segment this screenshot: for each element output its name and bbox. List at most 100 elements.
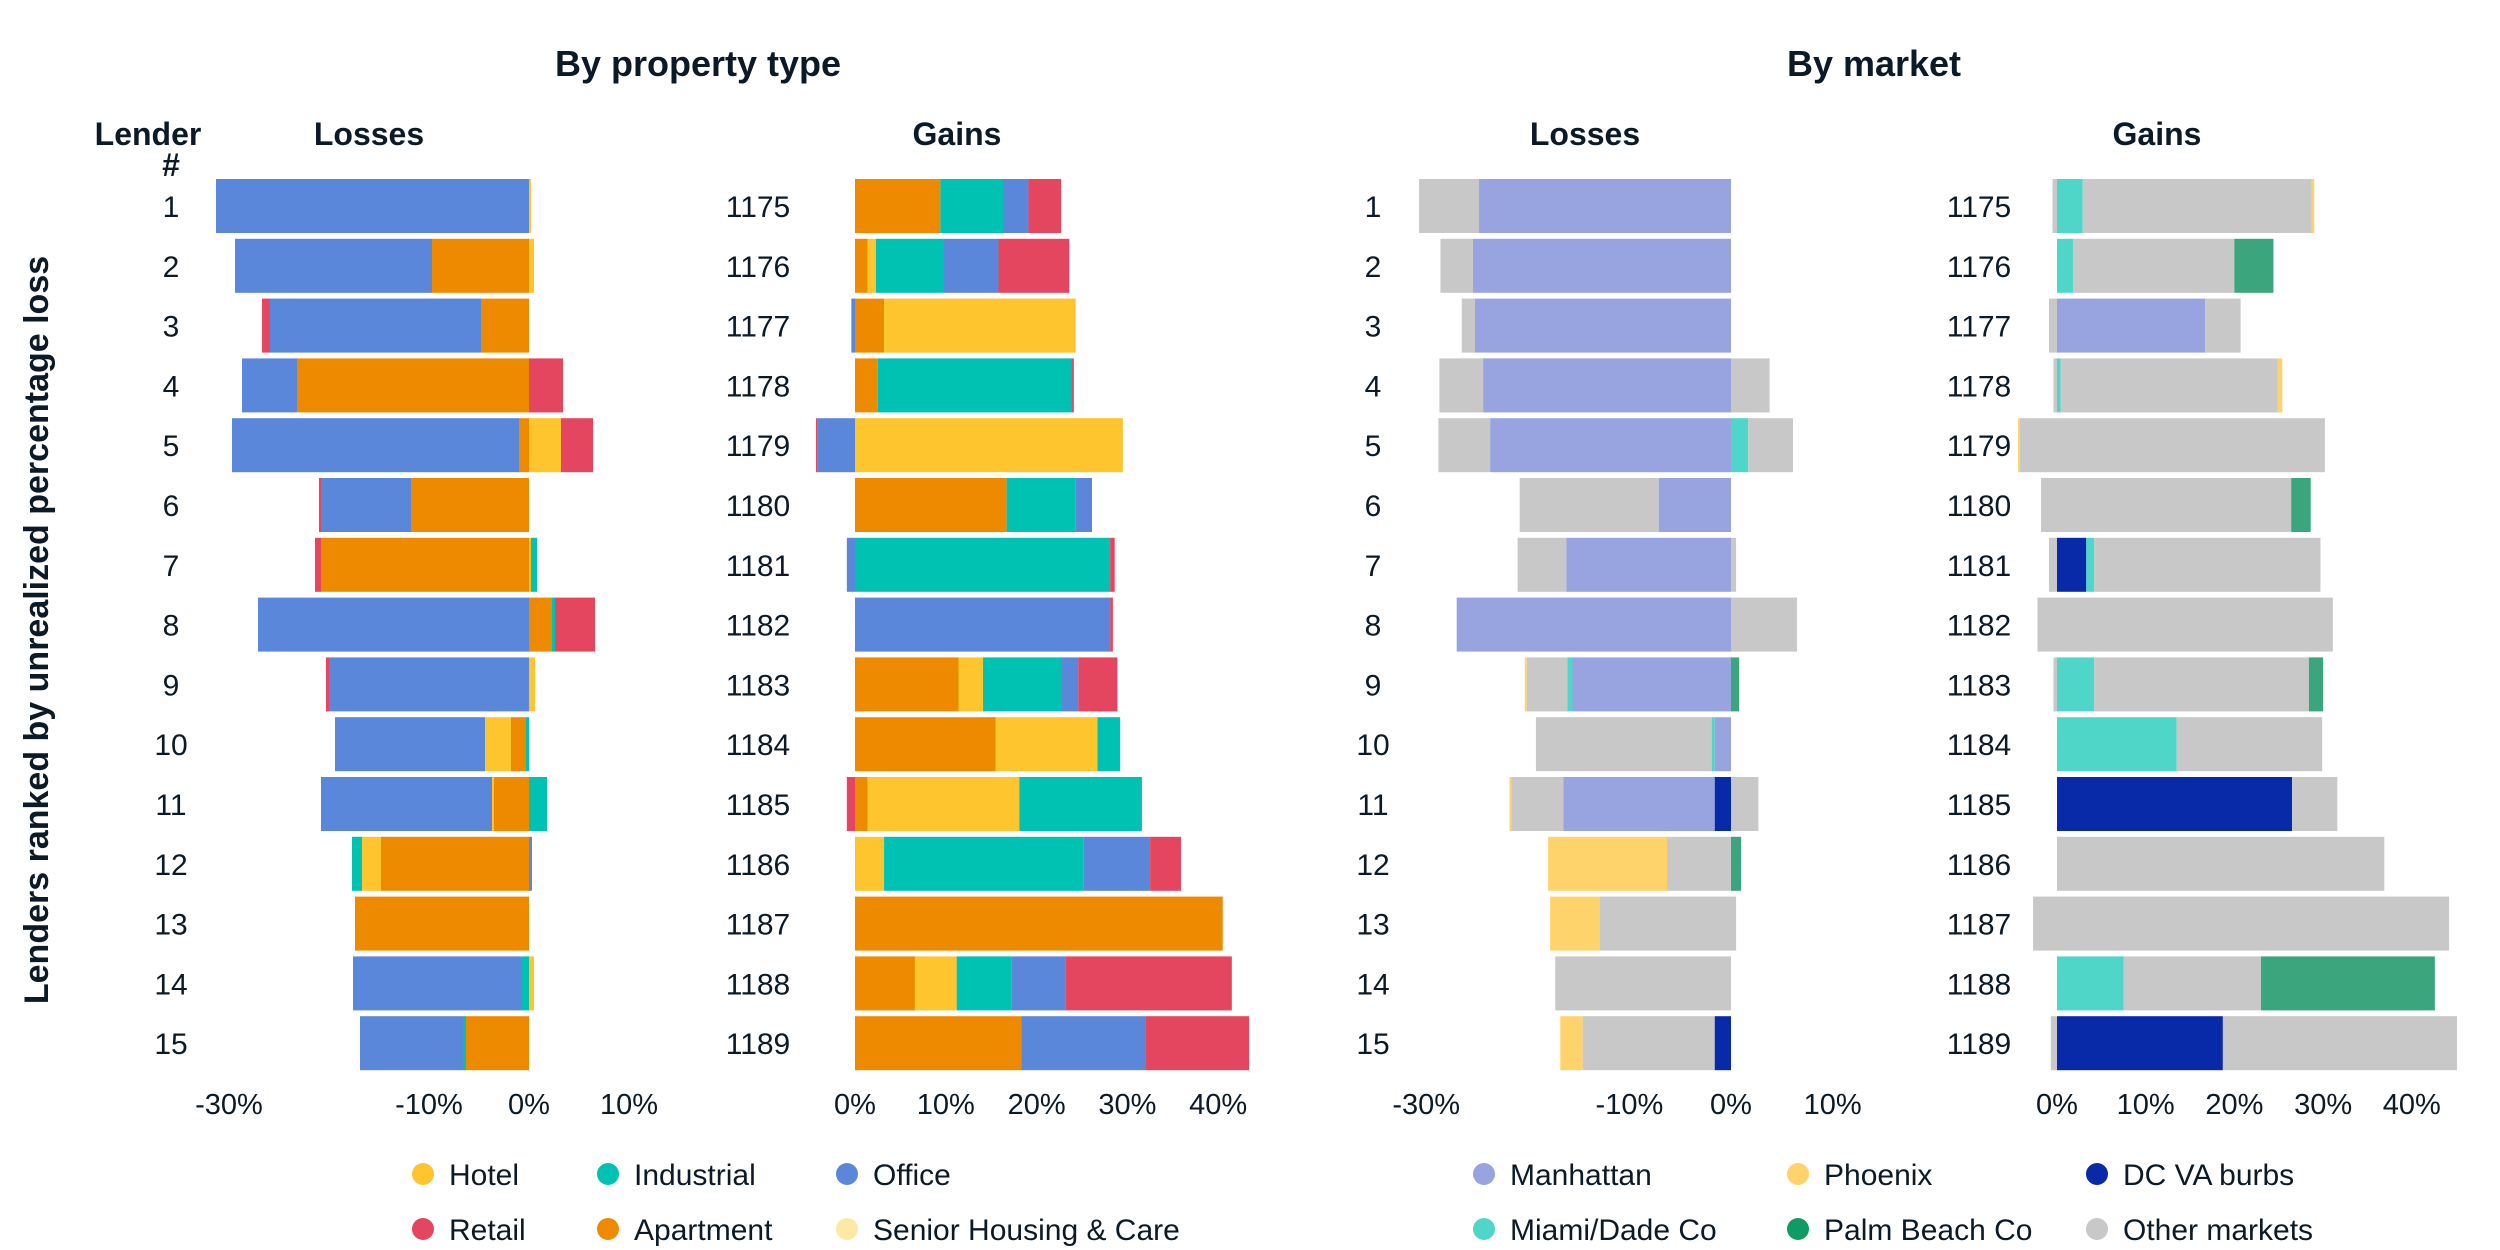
bar-segment-retail [1028, 179, 1062, 233]
bar-segment-manhattan [1563, 777, 1715, 831]
row-label: 1186 [1947, 849, 2012, 882]
bar-segment-other-markets [2050, 1016, 2057, 1071]
bar-segment-office [235, 238, 432, 293]
bar-segment-apartment [321, 537, 529, 592]
row-label: 9 [1365, 669, 1382, 702]
row-label: 1189 [1947, 1028, 2012, 1061]
bar-segment-industrial [875, 238, 944, 293]
bar-segment-retail [998, 238, 1070, 293]
legend-label: Other markets [2123, 1214, 2313, 1247]
bar-segment-other-markets [1731, 358, 1770, 413]
legend-label: Office [873, 1159, 951, 1192]
legend-item-retail: Retail [412, 1214, 526, 1247]
bar-segment-hotel [855, 418, 1123, 473]
panel-by-property-type-gains: Gains 1175 1176 1177 1178 1179 1180 1181 1182 118… [726, 116, 1250, 1121]
bar-segment-office [1011, 956, 1066, 1011]
bar-segment-industrial [529, 777, 547, 831]
bar-segment-phoenix [1509, 777, 1512, 831]
bar-segment-other-markets [2033, 896, 2057, 951]
bar-segment-industrial [1006, 478, 1076, 532]
x-tick-label: 0% [834, 1089, 876, 1121]
legend-label: DC VA burbs [2123, 1159, 2294, 1192]
x-tick-label: -30% [195, 1089, 263, 1121]
x-tick-label: 20% [2205, 1089, 2263, 1121]
bar-segment-manhattan [1572, 657, 1731, 712]
bar-segment-other-markets [1731, 597, 1798, 652]
bar-segment-manhattan [1566, 537, 1731, 592]
bar-segment-other-markets [2082, 179, 2312, 233]
x-tick-label: 20% [1008, 1089, 1066, 1121]
bar-segment-other-markets [1582, 1016, 1715, 1071]
row-label: 1177 [1947, 311, 2012, 344]
bar-segment-hotel [529, 179, 531, 233]
row-label: 15 [1356, 1028, 1389, 1061]
bar-segment-retail [1065, 956, 1232, 1011]
row-label: 1176 [726, 251, 791, 284]
bar-segment-dc-va-burbs [2057, 537, 2087, 592]
lender-header: Lender [95, 116, 202, 152]
x-tick-label: 0% [1710, 1089, 1752, 1121]
bar-segment-office [817, 418, 855, 473]
legend-item-phoenix: Phoenix [1787, 1159, 1932, 1192]
x-tick-label: -10% [395, 1089, 463, 1121]
bar-segment-manhattan [1483, 358, 1731, 413]
legend-label: Phoenix [1824, 1159, 1932, 1192]
bar-segment-other-markets [2052, 179, 2057, 233]
x-tick-label: 10% [917, 1089, 975, 1121]
legend-swatch-icon [836, 1163, 858, 1185]
row-label: 1185 [1947, 789, 2012, 822]
bar-segment-industrial [940, 179, 1004, 233]
legend-item-palm-beach-co: Palm Beach Co [1787, 1214, 2032, 1247]
bar-segment-retail [846, 777, 855, 831]
x-tick-label: 0% [2036, 1089, 2078, 1121]
legend-item-industrial: Industrial [597, 1159, 756, 1192]
title-by-property-type: By property type [555, 43, 841, 84]
bar-segment-other-markets [2053, 358, 2057, 413]
bar-segment-manhattan [1472, 238, 1731, 293]
bar-segment-office [329, 657, 529, 712]
bar-segment-other-markets [2037, 597, 2057, 652]
row-label: 1186 [726, 849, 791, 882]
bar-segment-miami-dade-co [2057, 358, 2061, 413]
bar-segment-apartment [855, 1016, 1022, 1071]
bar-segment-miami-dade-co [2057, 657, 2095, 712]
bar-segment-retail [815, 418, 818, 473]
row-label: 8 [1365, 610, 1382, 643]
row-label: 1188 [726, 968, 791, 1001]
bar-segment-office [846, 537, 855, 592]
bar-segment-hotel [529, 956, 534, 1011]
bar-segment-hotel [485, 717, 511, 772]
legend-label: Miami/Dade Co [1510, 1214, 1717, 1247]
legend-label: Palm Beach Co [1824, 1214, 2032, 1247]
row-label: 6 [1365, 490, 1382, 523]
bar-segment-office [321, 478, 411, 532]
row-label: 7 [1365, 550, 1382, 583]
x-tick-label: -10% [1596, 1089, 1664, 1121]
bar-segment-retail [262, 298, 270, 353]
bar-segment-retail [1110, 597, 1113, 652]
bar-segment-office [270, 298, 481, 353]
bar-segment-hotel [884, 298, 1076, 353]
bar-segment-phoenix [2277, 358, 2283, 413]
bar-segment-other-markets [1526, 657, 1568, 712]
legend-swatch-icon [836, 1218, 858, 1240]
bar-segment-office [1003, 179, 1029, 233]
bar-segment-other-markets [1461, 298, 1475, 353]
legend-item-apartment: Apartment [597, 1214, 773, 1247]
bar-segment-manhattan [1658, 478, 1731, 532]
x-tick-label: 40% [1189, 1089, 1247, 1121]
bar-segment-retail [1150, 836, 1181, 891]
bar-segment-other-markets [2176, 717, 2323, 772]
x-tick-label: 30% [1098, 1089, 1156, 1121]
bar-segment-manhattan [1490, 418, 1731, 473]
bar-segment-palm-beach-co [2234, 238, 2274, 293]
bar-segment-dc-va-burbs [2057, 1016, 2223, 1071]
row-label: 13 [154, 909, 187, 942]
bar-segment-miami-dade-co [2086, 537, 2095, 592]
row-label: 9 [163, 669, 180, 702]
legend-swatch-icon [1787, 1163, 1809, 1185]
bar-segment-apartment [855, 657, 959, 712]
bar-segment-other-markets [1748, 418, 1793, 473]
legend-label: Manhattan [1510, 1159, 1652, 1192]
